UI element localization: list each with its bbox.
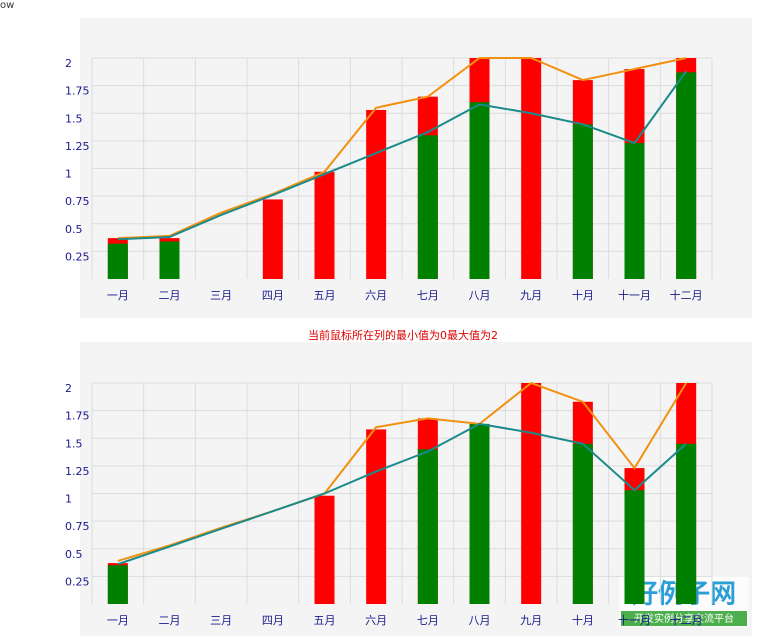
y-tick-label: 1.5 [65,112,83,125]
y-tick-label: 0.5 [65,548,83,561]
x-tick-label: 十月 [572,288,594,302]
y-tick-label: 0.5 [65,223,83,236]
bar [417,135,438,279]
y-tick-label: 1.25 [65,465,90,478]
status-text: 当前鼠标所在列的最小值为0最大值为2 [308,328,498,342]
bar [469,102,490,279]
x-tick-label: 十一月 [618,288,651,302]
x-tick-label: 七月 [417,614,439,627]
x-tick-label: 十二月 [670,288,703,302]
x-tick-label: 八月 [469,289,491,302]
line [117,70,687,241]
x-tick-label: 十二月 [670,613,703,627]
y-tick-label: 0.25 [65,250,90,263]
y-tick-label: 2 [65,57,72,70]
bar [521,383,542,604]
bar [676,72,697,280]
watermark-band [621,611,747,626]
bar [624,143,645,279]
bar [572,124,593,279]
x-tick-label: 一月 [107,614,129,627]
bar [676,443,697,604]
x-tick-label: 五月 [314,614,336,627]
x-tick-label: 十一月 [618,613,651,627]
line [117,57,687,240]
bar [366,109,387,279]
y-tick-label: 1.5 [65,437,83,450]
bar [366,429,387,604]
y-tick-label: 1 [65,493,72,506]
bar [107,565,128,604]
y-tick-label: 1.75 [65,410,90,423]
x-tick-label: 十月 [572,613,594,627]
bar [469,423,490,604]
bar [572,443,593,604]
bar [262,199,283,279]
x-tick-label: 七月 [417,289,439,302]
x-tick-label: 二月 [159,614,181,627]
bar [314,495,335,604]
corner-text: ow [0,0,14,11]
watermark-sub: 开发实例分享交流平台 [634,612,734,625]
x-tick-label: 一月 [107,289,129,302]
chart: 0.25 0.5 0.75 1 1.25 1.5 1.75 2 一月 二月 三月 四月 五月 六月 七月 八月… [65,57,713,302]
y-tick-label: 2 [65,382,72,395]
y-tick-label: 0.75 [65,520,90,533]
x-tick-label: 五月 [314,289,336,302]
x-tick-label: 六月 [365,614,387,627]
x-tick-label: 三月 [210,289,232,302]
chart: 0.25 0.5 0.75 1 1.25 1.5 1.75 2 一月 二月 三月 四月 五月 六月 七月 八月… [65,381,713,627]
line [117,381,688,562]
y-tick-label: 0.75 [65,195,90,208]
bar [624,490,645,604]
y-tick-label: 1.25 [65,140,90,153]
y-tick-label: 0.25 [65,575,90,588]
x-tick-label: 二月 [159,289,181,302]
bar [159,241,180,279]
x-tick-label: 四月 [262,289,284,302]
x-tick-label: 八月 [469,614,491,627]
x-tick-label: 四月 [262,614,284,627]
line [117,422,687,566]
y-tick-label: 1 [65,168,72,181]
x-tick-label: 九月 [520,289,542,302]
bar [417,449,438,604]
x-tick-label: 六月 [365,289,387,302]
bar [521,58,542,279]
y-tick-label: 1.75 [65,85,90,98]
bar [107,243,128,279]
x-tick-label: 九月 [520,614,542,627]
bar [314,171,335,279]
x-tick-label: 三月 [210,614,232,627]
